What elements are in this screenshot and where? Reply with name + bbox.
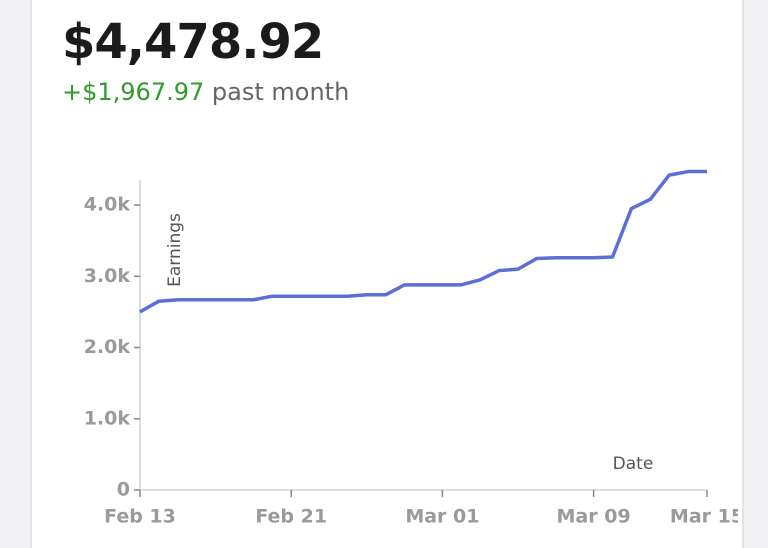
y-axis-label: Earnings [165,213,185,287]
x-tick-label: Feb 21 [255,506,327,528]
y-tick-label: 0 [117,479,130,501]
line [139,169,707,314]
x-tick-label: Mar 01 [405,506,479,528]
x-tick-label: Mar 09 [557,506,631,528]
plot: Date Earnings 0 1.0k 2.0k 3.0k 4.0k Feb 13 Feb… [84,169,744,528]
balance: $4,478.92 [62,14,324,70]
x-axis-label: Date [613,454,654,474]
period: past month [211,78,350,106]
x-tick-label: Mar 15 [670,506,744,528]
y-tick-label: 2.0k [84,336,131,358]
x-tick-label: Feb 13 [104,506,176,528]
y-tick-label: 4.0k [84,194,131,216]
change: +$1,967.97 [62,78,205,106]
card: $4,478.92 +$1,967.97 past month [30,0,744,548]
y-tick-label: 3.0k [84,265,131,287]
y-tick-label: 1.0k [84,407,131,429]
change-line: +$1,967.97 past month [62,78,349,106]
